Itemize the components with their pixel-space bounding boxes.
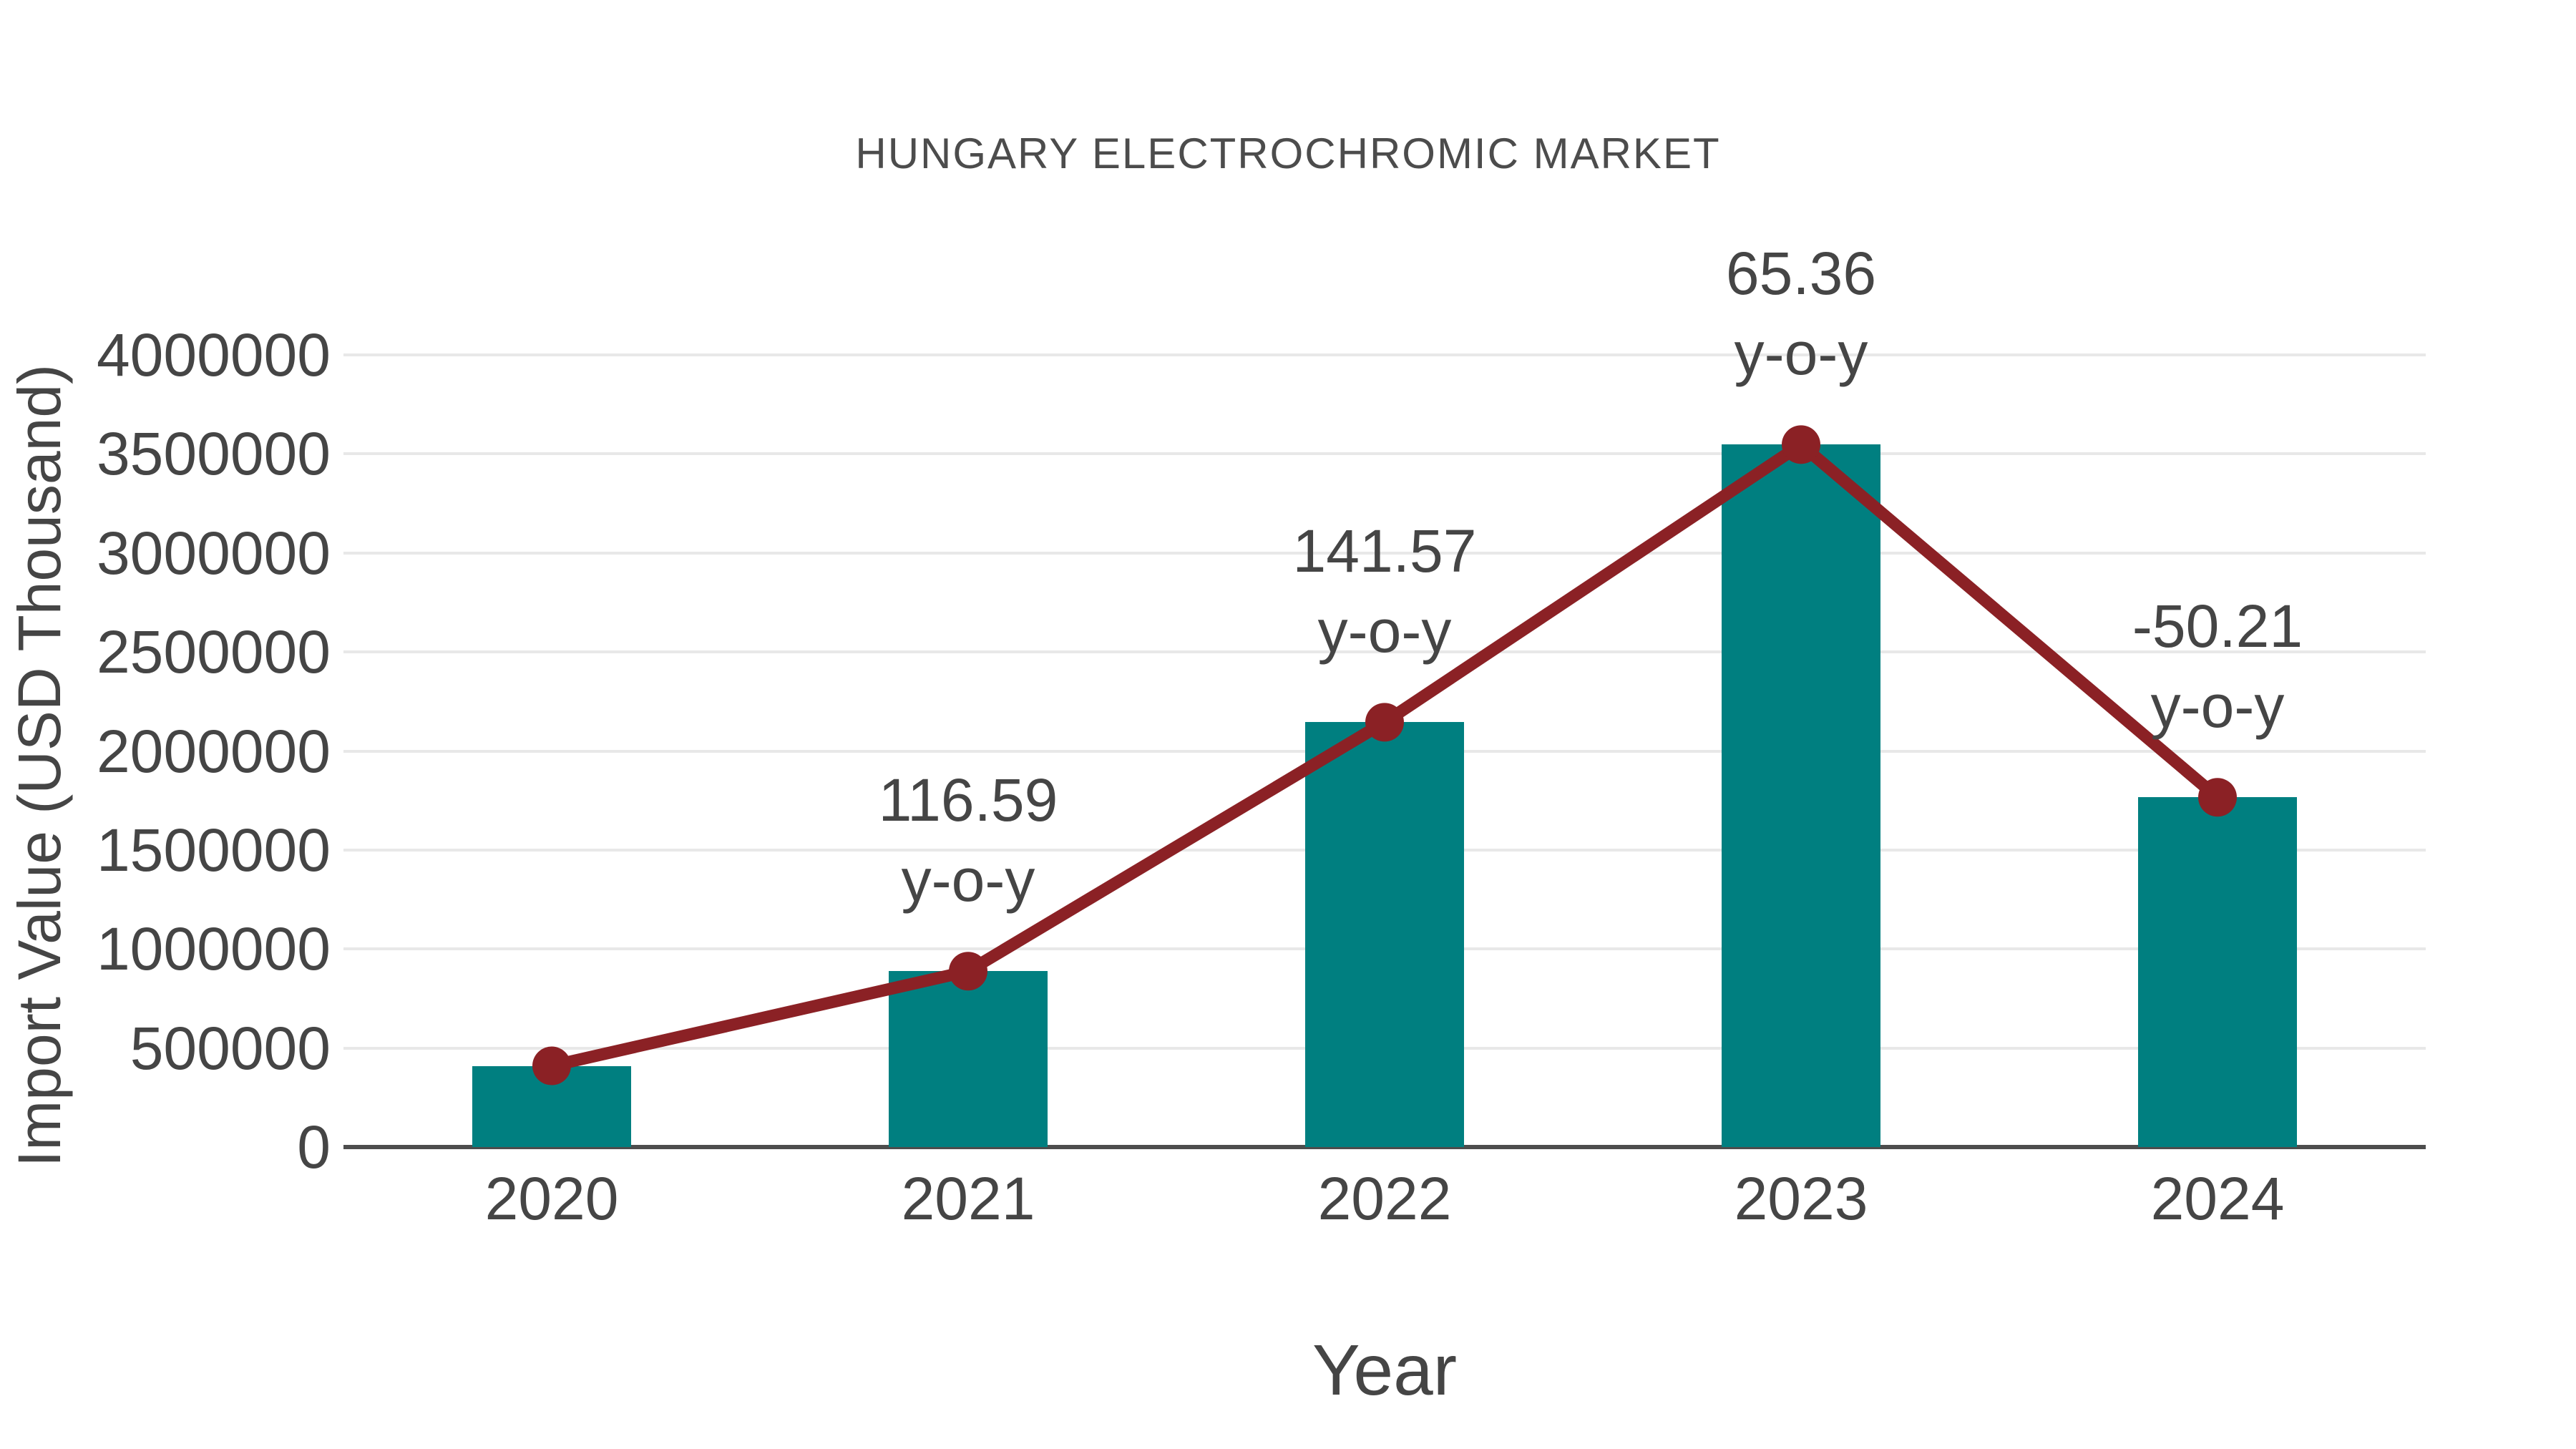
gridline (343, 650, 2426, 654)
yoy-suffix: y-o-y (901, 847, 1035, 914)
marker-2024 (2198, 778, 2237, 817)
trend-line-layer (532, 425, 2237, 1085)
yoy-value: 65.36 (1725, 240, 1877, 308)
yoy-annotation-2023: 65.36 y-o-y (1579, 233, 2023, 394)
y-tick-label: 3000000 (96, 519, 331, 587)
y-tick-label: 4000000 (96, 321, 331, 389)
marker-2023 (1782, 425, 1820, 464)
plot-area: 116.59 y-o-y 141.57 y-o-y 65.36 y-o-y -50.21 y-… (343, 240, 2426, 1149)
bar-2023 (1722, 444, 1880, 1147)
x-axis-title: Year (1312, 1330, 1458, 1410)
x-tick-label-2021: 2021 (901, 1165, 1035, 1232)
y-tick-label: 500000 (130, 1014, 331, 1082)
x-tick-label-2023: 2023 (1734, 1165, 1868, 1232)
y-tick-label: 2500000 (96, 618, 331, 686)
x-tick-label-2024: 2024 (2150, 1165, 2285, 1232)
gridline (343, 452, 2426, 456)
marker-2022 (1365, 703, 1404, 742)
bar-2022 (1305, 722, 1464, 1147)
yoy-suffix: y-o-y (1734, 320, 1868, 388)
yoy-suffix: y-o-y (2150, 673, 2285, 741)
y-tick-label: 1500000 (96, 816, 331, 884)
yoy-value: 116.59 (878, 766, 1058, 834)
y-tick-label: 3500000 (96, 420, 331, 488)
x-tick-label-2022: 2022 (1317, 1165, 1452, 1232)
gridline (343, 551, 2426, 555)
marker-2021 (949, 952, 987, 991)
bar-2021 (889, 971, 1048, 1147)
x-axis-baseline (343, 1145, 2426, 1149)
chart-title: HUNGARY ELECTROCHROMIC MARKET (855, 130, 1721, 177)
y-tick-label: 0 (297, 1113, 331, 1181)
yoy-annotation-2024: -50.21 y-o-y (1996, 586, 2439, 746)
x-tick-label-2020: 2020 (484, 1165, 619, 1232)
y-tick-label: 2000000 (96, 717, 331, 785)
y-tick-label: 1000000 (96, 915, 331, 983)
marker-2020 (532, 1046, 571, 1085)
yoy-annotation-2022: 141.57 y-o-y (1163, 511, 1606, 671)
yoy-annotation-2021: 116.59 y-o-y (746, 760, 1190, 920)
bar-2024 (2138, 797, 2297, 1147)
yoy-suffix: y-o-y (1317, 597, 1452, 665)
yoy-value: 141.57 (1292, 517, 1477, 585)
yoy-value: -50.21 (2132, 592, 2303, 660)
gridline (343, 353, 2426, 356)
